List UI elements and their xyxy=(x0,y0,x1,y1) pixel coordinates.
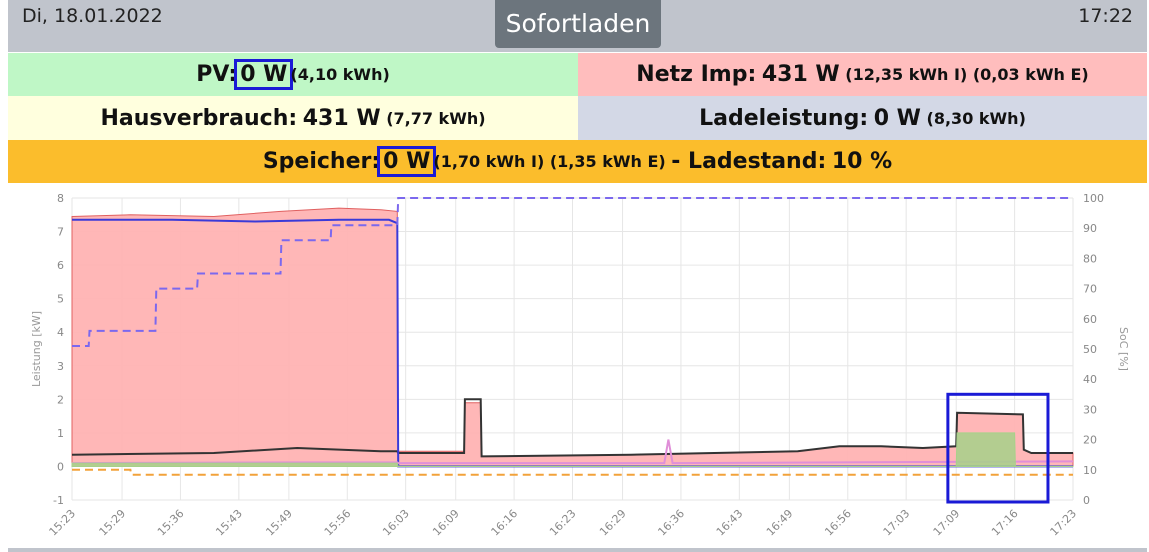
x-tick-label: 15:23 xyxy=(47,507,79,539)
y2-tick-label: 100 xyxy=(1083,192,1104,205)
series-2-line xyxy=(72,218,1073,468)
y-tick-label: 1 xyxy=(57,427,64,440)
x-tick-label: 15:49 xyxy=(263,507,295,539)
series-6-line xyxy=(72,197,1073,347)
y2-axis-title: SoC [%] xyxy=(1117,327,1130,371)
y2-tick-label: 90 xyxy=(1083,222,1097,235)
summary-row-1: PV: 0 W (4,10 kWh) Netz Imp: 431 W (12,3… xyxy=(8,53,1147,96)
pv-value: 0 W xyxy=(234,59,294,90)
pv-tile: PV: 0 W (4,10 kWh) xyxy=(8,53,578,96)
y2-tick-label: 0 xyxy=(1083,494,1090,507)
pv-detail: (4,10 kWh) xyxy=(290,65,390,84)
storage-tile: Speicher: 0 W (1,70 kWh I) (1,35 kWh E) … xyxy=(8,140,1147,183)
summary-row-2: Hausverbrauch: 431 W (7,77 kWh) Ladeleis… xyxy=(8,96,1147,140)
series-5-line xyxy=(72,468,1073,476)
house-label: Hausverbrauch: xyxy=(100,105,298,131)
soc-value: 10 % xyxy=(831,149,893,174)
x-tick-label: 16:56 xyxy=(822,507,854,539)
date-label: Di, 18.01.2022 xyxy=(22,5,163,27)
x-tick-label: 15:29 xyxy=(97,507,129,539)
y2-tick-label: 30 xyxy=(1083,403,1097,416)
x-tick-label: 17:16 xyxy=(989,507,1021,539)
y2-tick-label: 40 xyxy=(1083,373,1097,386)
x-tick-label: 16:43 xyxy=(714,507,746,539)
y-tick-label: 0 xyxy=(57,460,64,473)
house-tile: Hausverbrauch: 431 W (7,77 kWh) xyxy=(8,96,578,140)
y2-tick-label: 60 xyxy=(1083,313,1097,326)
charging-value: 0 W xyxy=(873,105,921,131)
grid-label: Netz Imp: xyxy=(636,62,757,87)
x-tick-label: 17:03 xyxy=(881,507,913,539)
grid-detail: (12,35 kWh I) (0,03 kWh E) xyxy=(845,65,1089,84)
grid-value: 431 W xyxy=(761,62,840,87)
y2-tick-label: 20 xyxy=(1083,434,1097,447)
bottom-divider xyxy=(8,548,1147,552)
storage-label: Speicher: xyxy=(262,149,381,174)
charging-detail: (8,30 kWh) xyxy=(926,108,1026,128)
x-tick-label: 15:56 xyxy=(322,507,354,539)
soc-label: - Ladestand: xyxy=(671,149,827,174)
house-value: 431 W xyxy=(302,105,381,131)
highlight-box xyxy=(946,392,1050,504)
y-tick-label: 6 xyxy=(57,259,64,272)
x-tick-label: 17:09 xyxy=(931,507,963,539)
series-1-line xyxy=(71,398,1073,458)
y-tick-label: 8 xyxy=(57,192,64,205)
x-tick-label: 15:43 xyxy=(213,507,245,539)
x-tick-label: 16:36 xyxy=(655,507,687,539)
summary-row-3: Speicher: 0 W (1,70 kWh I) (1,35 kWh E) … xyxy=(8,140,1147,183)
charging-tile: Ladeleistung: 0 W (8,30 kWh) xyxy=(578,96,1147,140)
charging-label: Ladeleistung: xyxy=(699,105,869,131)
y-tick-label: -1 xyxy=(53,494,64,507)
pv-label: PV: xyxy=(196,62,238,87)
y-axis-title: Leistung [kW] xyxy=(30,311,43,387)
charge-mode-button[interactable]: Sofortladen xyxy=(495,0,661,48)
y2-tick-label: 70 xyxy=(1083,283,1097,296)
storage-value: 0 W xyxy=(377,146,437,177)
storage-detail: (1,70 kWh I) (1,35 kWh E) xyxy=(433,152,666,171)
y2-tick-label: 50 xyxy=(1083,343,1097,356)
x-tick-label: 16:03 xyxy=(380,507,412,539)
house-detail: (7,77 kWh) xyxy=(386,108,486,128)
y2-tick-label: 10 xyxy=(1083,464,1097,477)
x-tick-label: 17:23 xyxy=(1048,507,1080,539)
x-tick-label: 16:09 xyxy=(430,507,462,539)
y-tick-label: 4 xyxy=(57,326,64,339)
y-tick-label: 5 xyxy=(57,293,64,306)
y-tick-label: 2 xyxy=(57,393,64,406)
x-tick-label: 16:49 xyxy=(764,507,796,539)
y-tick-label: 7 xyxy=(57,226,64,239)
y2-tick-label: 80 xyxy=(1083,252,1097,265)
x-tick-label: 15:36 xyxy=(155,507,187,539)
x-tick-label: 16:23 xyxy=(547,507,579,539)
x-tick-label: 16:16 xyxy=(489,507,521,539)
series-4-area xyxy=(71,432,1074,467)
time-label: 17:22 xyxy=(1078,5,1133,27)
y-tick-label: 3 xyxy=(57,360,64,373)
x-tick-label: 16:29 xyxy=(597,507,629,539)
series-3-line xyxy=(71,439,1074,465)
grid-tile: Netz Imp: 431 W (12,35 kWh I) (0,03 kWh … xyxy=(578,53,1147,96)
